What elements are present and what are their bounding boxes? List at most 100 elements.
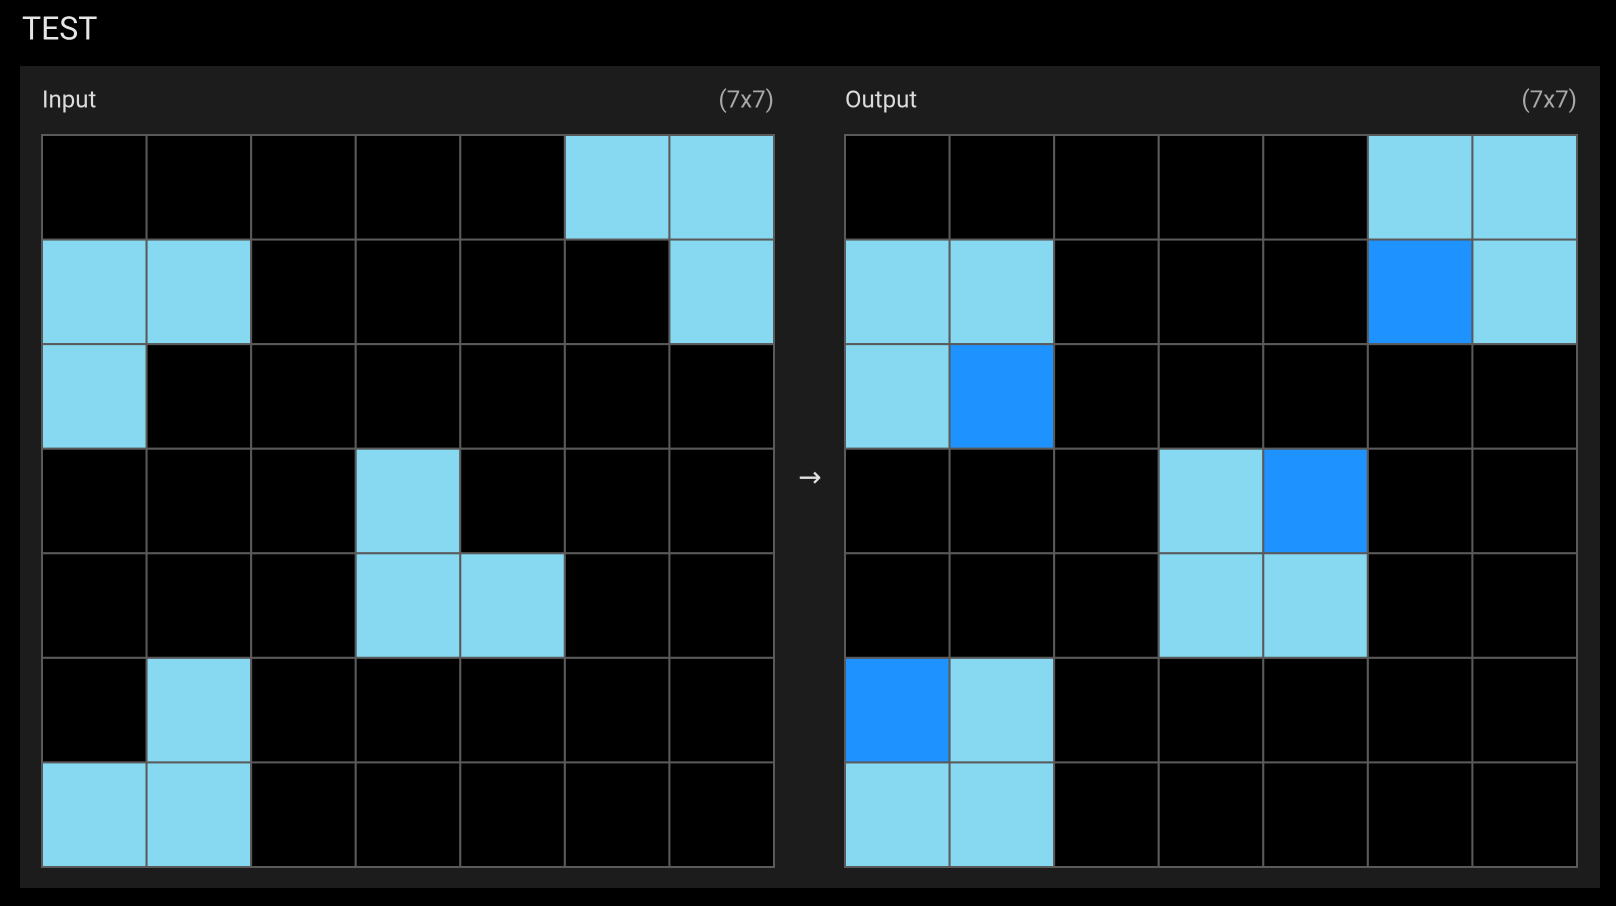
- grid-label: Input: [42, 85, 96, 113]
- grid-size: (7x7): [1522, 85, 1577, 113]
- grid-cell: [1157, 447, 1265, 555]
- arrow: →: [798, 460, 821, 493]
- grid-cell: [41, 447, 148, 555]
- grid-cell: [1157, 552, 1265, 659]
- grid-cell: [844, 761, 951, 869]
- grid-cell: [1471, 238, 1579, 346]
- grid-size: (7x7): [719, 85, 774, 113]
- grid-cell: [844, 343, 951, 450]
- grid-cell: [668, 552, 776, 659]
- grid-cell: [668, 447, 776, 555]
- grid-cell: [1262, 656, 1369, 764]
- grid-cell: [354, 238, 462, 346]
- grid-cell: [459, 134, 566, 241]
- grid-cell: [1366, 656, 1474, 764]
- grid-cell: [1366, 761, 1474, 869]
- grid-cell: [844, 656, 951, 764]
- grid-cell: [844, 134, 951, 241]
- grid-cell: [1053, 447, 1160, 555]
- grid-cell: [1053, 761, 1160, 869]
- grid-cell: [948, 343, 1056, 450]
- grid-cell: [668, 238, 776, 346]
- grid-cell: [948, 134, 1056, 241]
- grid-cell: [1471, 552, 1579, 659]
- grid-cell: [1366, 238, 1474, 346]
- grid-cell: [563, 447, 671, 555]
- grid-cell: [145, 552, 253, 659]
- grid-cell: [1157, 238, 1265, 346]
- grid-cell: [1262, 134, 1369, 241]
- grid-cell: [1262, 447, 1369, 555]
- grid-cell: [668, 343, 776, 450]
- grid-cell: [563, 134, 671, 241]
- grid-cell: [1366, 552, 1474, 659]
- grid-cell: [145, 447, 253, 555]
- grid-cell: [1471, 447, 1579, 555]
- grid-cell: [1366, 134, 1474, 241]
- grid-cell: [844, 238, 951, 346]
- grid-cell: [41, 343, 148, 450]
- grid-cell: [668, 761, 776, 869]
- grid-cell: [1053, 134, 1160, 241]
- grid-cell: [250, 343, 357, 450]
- grid-cell: [250, 656, 357, 764]
- grid-cell: [354, 447, 462, 555]
- grid-cell: [1053, 343, 1160, 450]
- grid-cell: [459, 343, 566, 450]
- grid-cell: [145, 761, 253, 869]
- grid-cell: [563, 656, 671, 764]
- grid-cell: [354, 134, 462, 241]
- grid-cell: [948, 761, 1056, 869]
- grid-cell: [41, 134, 148, 241]
- grid-cell: [948, 447, 1056, 555]
- grid-cell: [41, 761, 148, 869]
- grid-cell: [1157, 761, 1265, 869]
- grid-cell: [1053, 552, 1160, 659]
- grid-cell: [145, 343, 253, 450]
- grid-cell: [354, 343, 462, 450]
- grid-cell: [563, 238, 671, 346]
- grid-cell: [1471, 343, 1579, 450]
- grid-cell: [1471, 134, 1579, 241]
- grid-cell: [668, 134, 776, 241]
- grid-cell: [563, 761, 671, 869]
- grid-cell: [250, 447, 357, 555]
- grid-cell: [563, 552, 671, 659]
- grid-cell: [459, 447, 566, 555]
- grid-cell: [354, 761, 462, 869]
- grid-cell: [145, 238, 253, 346]
- grid-cell: [1262, 343, 1369, 450]
- grid-cell: [250, 134, 357, 241]
- grid-cell: [844, 447, 951, 555]
- grid-cell: [354, 656, 462, 764]
- grid-cell: [948, 656, 1056, 764]
- grid-cell: [948, 552, 1056, 659]
- section-title: TEST: [22, 9, 97, 47]
- grid-cell: [1053, 238, 1160, 346]
- grid-cell: [250, 761, 357, 869]
- grid-cell: [563, 343, 671, 450]
- grid-cell: [250, 238, 357, 346]
- grid-cell: [145, 656, 253, 764]
- grid-cell: [1471, 656, 1579, 764]
- grid-cell: [1262, 238, 1369, 346]
- grid-cell: [145, 134, 253, 241]
- grid-cell: [1471, 761, 1579, 869]
- grid-cell: [41, 238, 148, 346]
- grid-cell: [354, 552, 462, 659]
- grid-cell: [1366, 447, 1474, 555]
- grid-cell: [1157, 134, 1265, 241]
- grid-cell: [1262, 761, 1369, 869]
- grid-cell: [459, 238, 566, 346]
- grid-cell: [1053, 656, 1160, 764]
- grid-cell: [41, 552, 148, 659]
- grid-cell: [459, 552, 566, 659]
- grid-cell: [459, 761, 566, 869]
- grid-cell: [844, 552, 951, 659]
- grid-cell: [41, 656, 148, 764]
- grid-cell: [668, 656, 776, 764]
- grid-cell: [1157, 343, 1265, 450]
- grid-cell: [1262, 552, 1369, 659]
